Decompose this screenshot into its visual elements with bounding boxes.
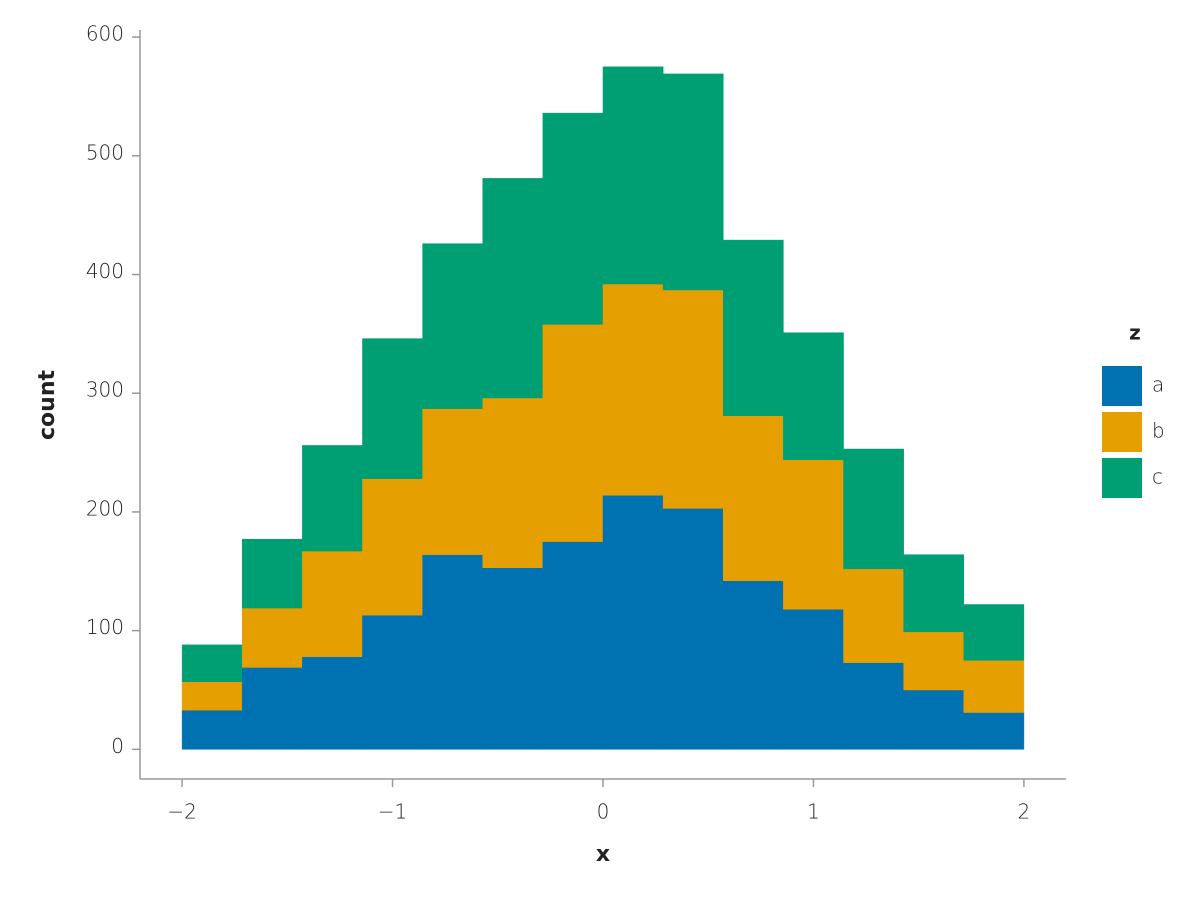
y-tick-label: 400 xyxy=(86,259,124,283)
y-tick-label: 600 xyxy=(86,22,124,46)
y-tick-label: 200 xyxy=(86,496,124,520)
bar xyxy=(422,243,483,409)
bar xyxy=(241,538,303,609)
legend-swatch xyxy=(1102,412,1142,452)
y-tick-label: 300 xyxy=(86,378,124,402)
bar xyxy=(723,239,784,417)
bar xyxy=(542,112,604,325)
bar xyxy=(843,448,904,570)
bar xyxy=(963,660,1025,713)
bar xyxy=(181,644,243,682)
x-tick-label: −2 xyxy=(167,800,196,824)
bar xyxy=(241,607,303,668)
bar xyxy=(783,609,844,750)
bar xyxy=(963,712,1025,750)
bar xyxy=(723,580,784,750)
bar xyxy=(783,332,844,460)
y-axis-title: count xyxy=(35,370,60,440)
x-tick-label: 0 xyxy=(597,800,610,824)
y-tick-label: 500 xyxy=(86,140,124,164)
bar xyxy=(723,415,784,582)
bar xyxy=(662,289,724,509)
y-tick-label: 100 xyxy=(86,615,124,639)
bar xyxy=(362,338,423,479)
bar xyxy=(903,689,965,750)
legend-label: b xyxy=(1152,419,1165,443)
y-tick-label: 0 xyxy=(111,734,124,758)
bar xyxy=(843,662,904,750)
bar xyxy=(482,567,544,750)
bar xyxy=(422,554,483,750)
bar xyxy=(783,459,844,610)
bar xyxy=(662,508,724,750)
bar xyxy=(482,397,544,568)
bar xyxy=(181,681,243,711)
bar xyxy=(963,604,1025,661)
bar xyxy=(843,568,904,663)
bar xyxy=(362,614,423,750)
legend-label: c xyxy=(1152,465,1163,489)
bar xyxy=(662,73,724,291)
bar xyxy=(903,631,965,691)
x-tick-label: 1 xyxy=(807,800,820,824)
bar xyxy=(602,283,664,496)
legend-swatch xyxy=(1102,366,1142,406)
bar xyxy=(602,66,664,285)
bar xyxy=(422,408,483,555)
bar xyxy=(903,554,965,633)
legend-label: a xyxy=(1152,373,1164,397)
bar xyxy=(302,550,363,657)
bar xyxy=(542,541,604,750)
x-axis-title: x xyxy=(596,842,610,867)
legend-title: z xyxy=(1129,321,1141,345)
legend-swatch xyxy=(1102,458,1142,498)
bar xyxy=(362,478,423,616)
bar xyxy=(302,656,363,750)
x-tick-label: −1 xyxy=(378,800,407,824)
bar xyxy=(302,445,363,552)
bar xyxy=(602,495,664,750)
bar xyxy=(542,324,604,542)
bar xyxy=(181,709,243,750)
bar xyxy=(241,667,303,750)
x-tick-label: 2 xyxy=(1018,800,1031,824)
bar xyxy=(482,178,544,399)
